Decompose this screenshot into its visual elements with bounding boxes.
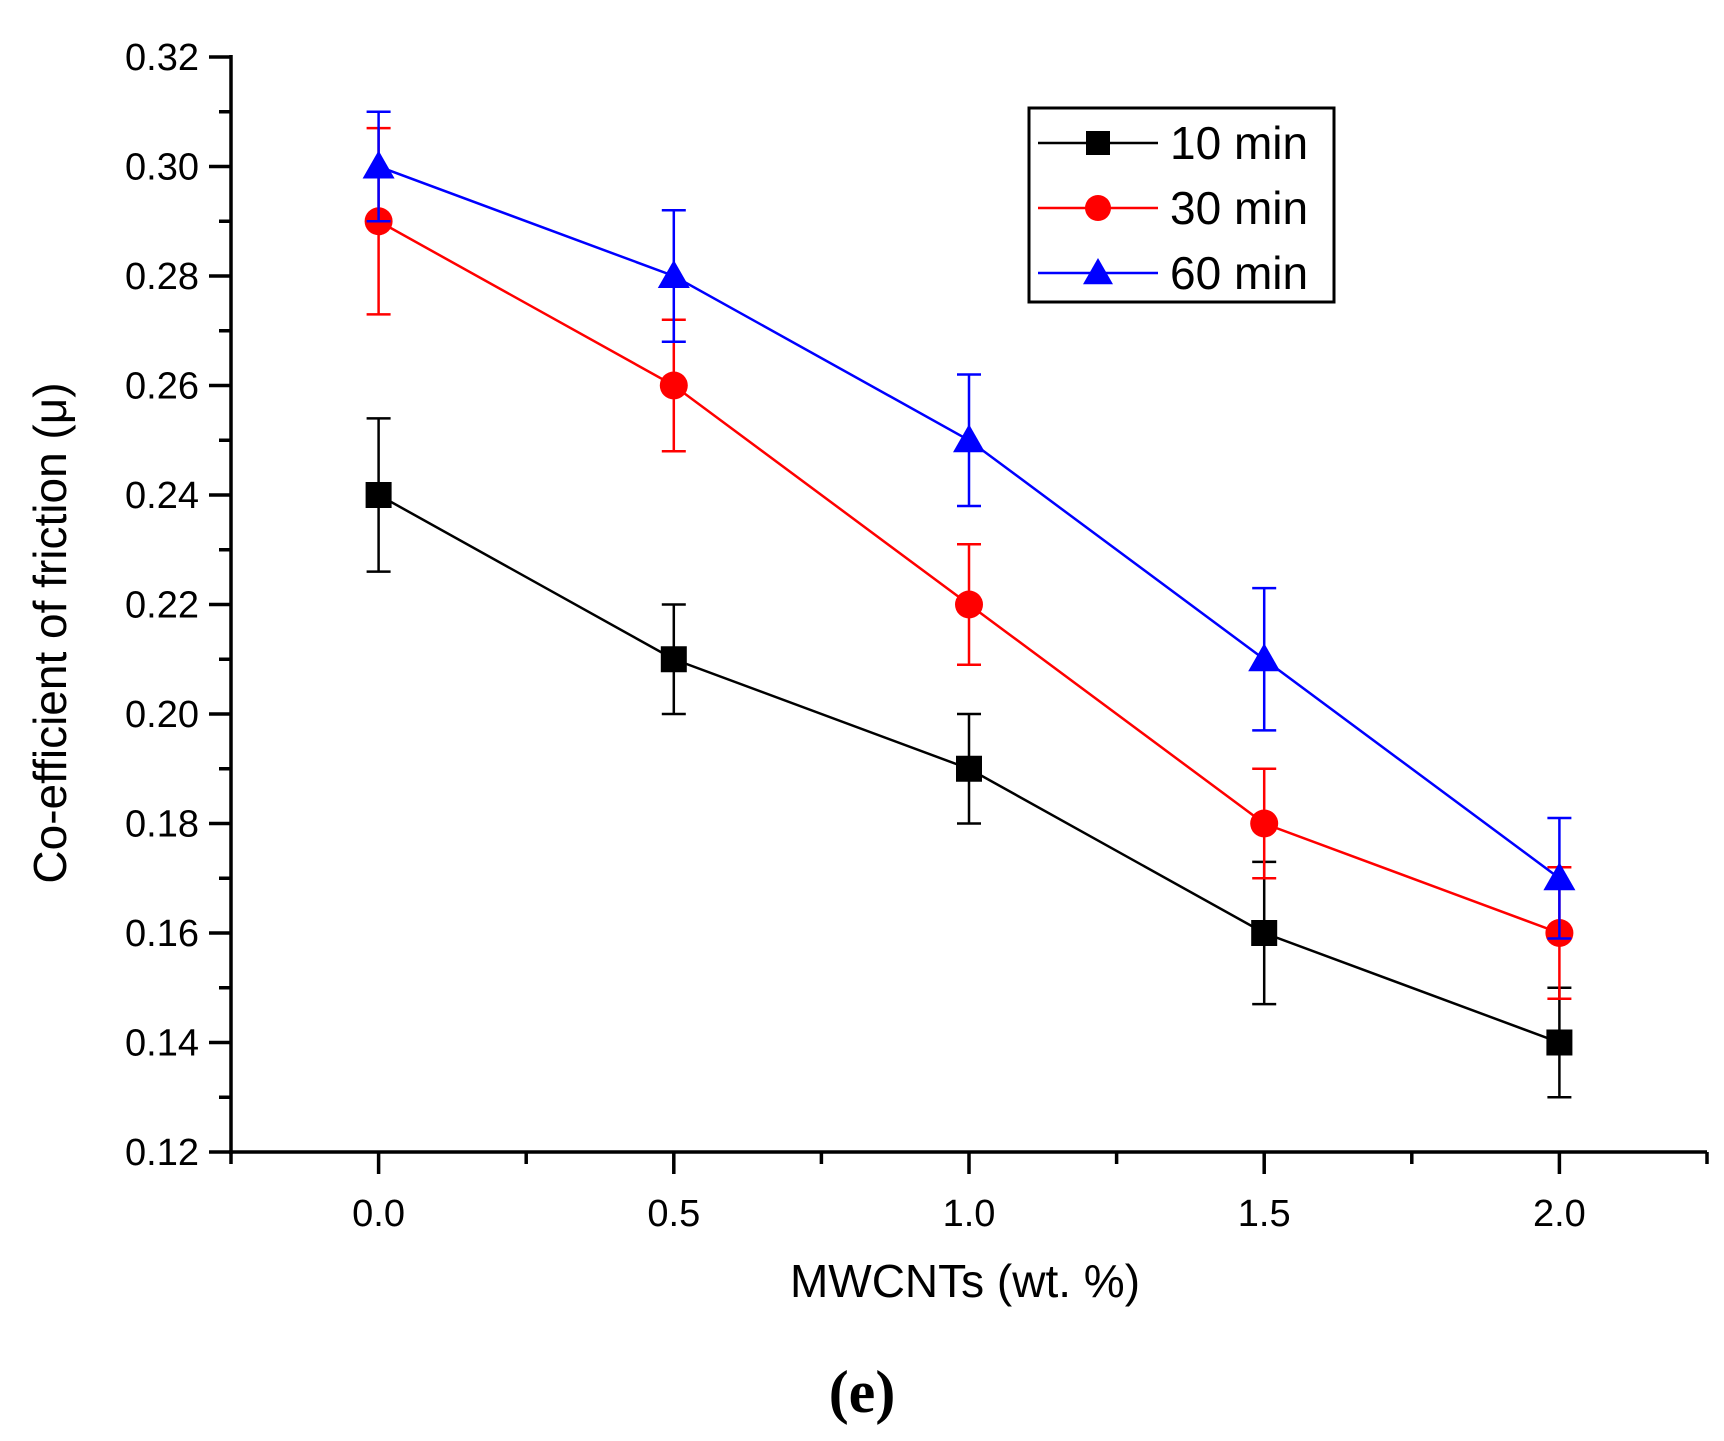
data-point-triangle bbox=[1248, 643, 1281, 672]
data-point-circle bbox=[659, 371, 688, 400]
x-tick-label: 1.5 bbox=[1238, 1193, 1291, 1235]
y-tick-label: 0.18 bbox=[125, 804, 199, 846]
legend-item: 60 min bbox=[1038, 247, 1308, 299]
panel-label: (e) bbox=[829, 1359, 896, 1425]
x-tick-label: 2.0 bbox=[1533, 1193, 1586, 1235]
data-point-triangle bbox=[953, 424, 985, 453]
data-point-circle bbox=[1250, 809, 1279, 838]
y-axis-title: Co-efficient of friction (μ) bbox=[24, 382, 76, 883]
data-point-square bbox=[956, 755, 982, 782]
y-tick-label: 0.28 bbox=[125, 256, 199, 298]
data-point-square bbox=[365, 482, 392, 508]
legend-item: 30 min bbox=[1038, 182, 1308, 234]
data-point-triangle bbox=[362, 150, 395, 179]
x-axis-ticks: 0.0 0.5 1.0 1.5 2.0 bbox=[229, 1152, 1709, 1235]
data-point-triangle bbox=[1543, 862, 1576, 891]
series-10-min bbox=[365, 417, 1573, 1099]
data-point-triangle bbox=[1083, 258, 1113, 285]
data-point-square bbox=[1546, 1029, 1573, 1056]
legend: 10 min 30 min 60 min bbox=[1027, 106, 1336, 304]
data-point-circle bbox=[955, 590, 983, 619]
data-point-square bbox=[660, 646, 687, 673]
y-tick-label: 0.30 bbox=[125, 147, 199, 189]
y-tick-label: 0.16 bbox=[125, 913, 199, 955]
data-point-square bbox=[1086, 131, 1110, 155]
y-tick-label: 0.24 bbox=[125, 475, 199, 517]
y-tick-label: 0.26 bbox=[125, 366, 199, 408]
x-tick-label: 0.5 bbox=[647, 1193, 700, 1235]
x-tick-label: 0.0 bbox=[352, 1193, 405, 1235]
y-tick-label: 0.20 bbox=[125, 694, 199, 736]
legend-label: 10 min bbox=[1170, 117, 1308, 169]
y-tick-label: 0.12 bbox=[125, 1132, 199, 1174]
x-axis-title: MWCNTs (wt. %) bbox=[790, 1255, 1140, 1307]
data-point-square bbox=[1251, 920, 1278, 946]
y-tick-label: 0.22 bbox=[125, 585, 199, 627]
data-point-circle bbox=[1085, 195, 1111, 221]
series-60-min bbox=[362, 110, 1576, 940]
y-tick-label: 0.14 bbox=[125, 1023, 199, 1065]
legend-label: 60 min bbox=[1170, 247, 1308, 299]
y-tick-label: 0.32 bbox=[125, 37, 199, 79]
legend-label: 30 min bbox=[1170, 182, 1308, 234]
legend-box bbox=[1027, 106, 1336, 304]
series-layer bbox=[362, 110, 1576, 1099]
y-axis-ticks: 0.12 0.14 0.16 0.18 0.20 0.22 0.24 0.26 0.28 0.30… bbox=[125, 37, 231, 1174]
x-tick-label: 1.0 bbox=[943, 1193, 996, 1235]
legend-item: 10 min bbox=[1038, 117, 1308, 169]
data-point-triangle bbox=[657, 260, 690, 288]
series-30-min bbox=[364, 126, 1574, 1000]
